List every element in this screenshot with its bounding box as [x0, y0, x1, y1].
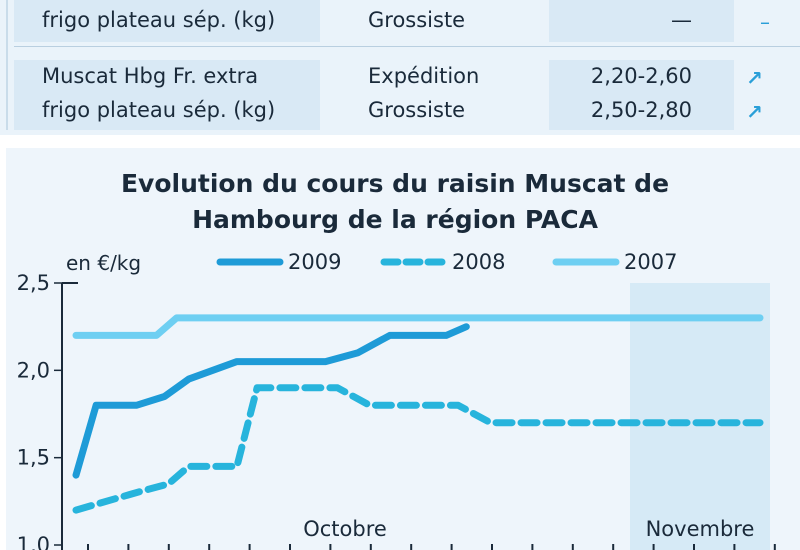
y-tick-label: 2,5 — [17, 271, 50, 295]
table-row — [14, 0, 800, 42]
price-cell-bg — [549, 60, 734, 130]
y-axis-label: en €/kg — [66, 251, 141, 275]
trend-up-icon: ↗ — [746, 100, 763, 124]
month-label-octobre: Octobre — [303, 517, 387, 541]
price-table: frigo plateau sép. (kg) Grossiste — – Mu… — [0, 0, 800, 135]
month-label-novembre: Novembre — [646, 517, 755, 541]
name-cell-bg — [14, 60, 320, 130]
trend-icon: – — [760, 10, 770, 34]
row-divider — [14, 46, 800, 47]
legend-label-2007: 2007 — [624, 250, 677, 274]
series-line-2007 — [72, 314, 764, 339]
chart-title-line-2: Hambourg de la région PACA — [192, 205, 598, 234]
chart-title-line-1: Evolution du cours du raisin Muscat de — [120, 169, 670, 198]
trend-up-icon: ↗ — [746, 66, 763, 90]
legend-label-2009: 2009 — [288, 250, 341, 274]
table-row — [14, 60, 800, 130]
y-tick-label: 1,0 — [17, 533, 50, 550]
table-left-rule — [6, 0, 8, 130]
price-range: 2,20-2,60 — [590, 64, 692, 88]
product-name-line: frigo plateau sép. (kg) — [42, 98, 276, 122]
chart-plot: 2,5 2,0 1,5 1,0 en €/kg Octobre Novembre 2009 20… — [17, 250, 776, 550]
product-name-line: frigo plateau sép. (kg) — [42, 8, 276, 32]
series-line-2009 — [72, 323, 470, 479]
market-type: Expédition — [368, 64, 480, 88]
series-line-2008 — [72, 384, 764, 514]
price-chart: Evolution du cours du raisin Muscat de H… — [0, 148, 800, 550]
price-range: 2,50-2,80 — [590, 98, 692, 122]
price-range: — — [671, 8, 692, 32]
y-tick-label: 1,5 — [17, 446, 50, 470]
legend-label-2008: 2008 — [452, 250, 505, 274]
price-cell-bg — [549, 0, 734, 42]
november-highlight-band — [630, 283, 770, 550]
product-name-line: Muscat Hbg Fr. extra — [42, 64, 259, 88]
market-type: Grossiste — [368, 8, 466, 32]
name-cell-bg — [14, 0, 320, 42]
y-tick-label: 2,0 — [17, 358, 50, 382]
market-type: Grossiste — [368, 98, 466, 122]
